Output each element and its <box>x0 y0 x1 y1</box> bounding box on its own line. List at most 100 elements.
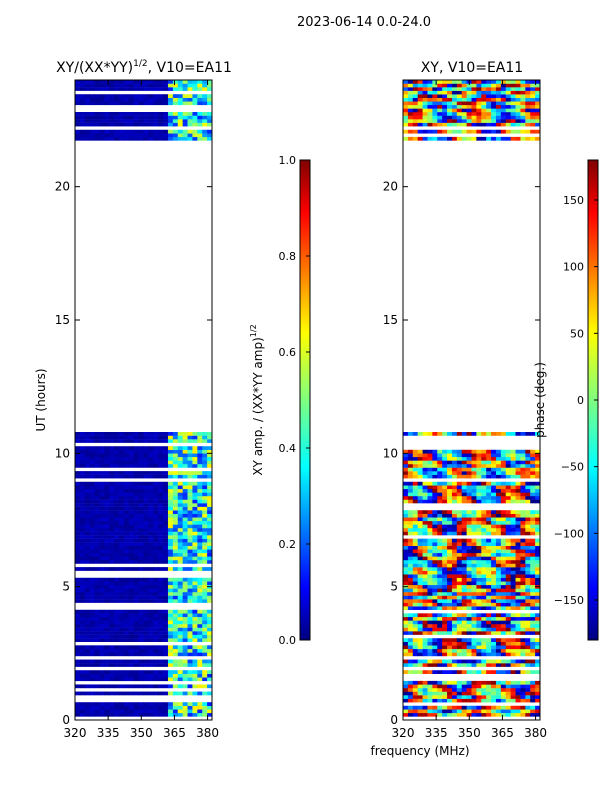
heatmap-cell <box>432 670 438 674</box>
heatmap-cell <box>89 648 95 653</box>
heatmap-cell <box>123 101 130 106</box>
heatmap-cell <box>447 542 453 546</box>
heatmap-cell <box>192 552 198 557</box>
heatmap-cell <box>192 520 198 525</box>
heatmap-cell <box>437 471 443 475</box>
heatmap-cell <box>417 136 423 141</box>
heatmap-cell <box>505 524 512 529</box>
heatmap-cell <box>535 616 540 621</box>
heatmap-cell <box>114 129 120 134</box>
heatmap-cell <box>500 94 507 98</box>
heatmap-cell <box>403 599 409 603</box>
heatmap-cell <box>143 112 149 116</box>
heatmap-cell <box>403 652 409 657</box>
heatmap-cell <box>427 115 433 120</box>
heatmap-cell <box>491 129 497 134</box>
heatmap-cell <box>451 552 458 557</box>
x-tick-label: 350 <box>458 726 481 740</box>
heatmap-cell <box>104 435 110 440</box>
heatmap-cell <box>163 609 169 614</box>
heatmap-cell <box>182 129 188 134</box>
heatmap-cell <box>148 652 154 657</box>
heatmap-cell <box>167 677 174 682</box>
heatmap-cell <box>422 136 428 141</box>
heatmap-cell <box>114 517 120 522</box>
heatmap-cell <box>530 613 536 618</box>
heatmap-cell <box>471 83 477 88</box>
heatmap-cell <box>456 453 463 458</box>
heatmap-cell <box>99 567 105 571</box>
heatmap-cell <box>476 705 482 710</box>
heatmap-cell <box>99 535 105 539</box>
heatmap-cell <box>403 709 409 714</box>
heatmap-cell <box>525 513 531 518</box>
heatmap-cell <box>187 488 193 493</box>
heatmap-cell <box>437 432 443 436</box>
heatmap-cell <box>520 577 526 582</box>
heatmap-cell <box>530 449 536 454</box>
heatmap-cell <box>442 122 448 127</box>
heatmap-cell <box>476 492 482 497</box>
heatmap-cell <box>471 513 477 518</box>
heatmap-cell <box>99 545 105 550</box>
heatmap-cell <box>476 599 482 603</box>
heatmap-cell <box>481 136 487 141</box>
heatmap-cell <box>442 606 448 610</box>
heatmap-cell <box>471 695 477 699</box>
heatmap-cell <box>119 659 125 664</box>
heatmap-cell <box>148 581 154 586</box>
heatmap-cell <box>109 588 115 593</box>
heatmap-cell <box>182 460 188 465</box>
heatmap-cell <box>123 517 130 522</box>
heatmap-cell <box>500 631 507 635</box>
heatmap-cell <box>109 631 115 635</box>
heatmap-cell <box>123 446 130 450</box>
heatmap-cell <box>535 659 540 664</box>
heatmap-cell <box>109 560 115 564</box>
heatmap-cell <box>495 560 502 564</box>
heatmap-cell <box>133 112 139 116</box>
heatmap-cell <box>505 453 512 458</box>
heatmap-cell <box>432 453 438 458</box>
heatmap-cell <box>530 485 536 490</box>
heatmap-cell <box>128 545 135 550</box>
heatmap-cell <box>79 94 86 98</box>
heatmap-cell <box>525 136 531 141</box>
heatmap-cell <box>109 481 115 486</box>
heatmap-cell <box>461 620 467 625</box>
heatmap-cell <box>471 698 477 703</box>
heatmap-cell <box>437 560 443 564</box>
heatmap-cell <box>461 705 467 710</box>
heatmap-cell <box>172 538 179 543</box>
heatmap-cell <box>530 691 536 696</box>
heatmap-cell <box>94 119 100 123</box>
heatmap-cell <box>148 506 154 511</box>
heatmap-cell <box>79 673 86 678</box>
heatmap-cell <box>104 588 110 593</box>
heatmap-cell <box>177 545 184 550</box>
heatmap-cell <box>104 460 110 465</box>
heatmap-cell <box>417 556 423 561</box>
heatmap-cell <box>447 584 453 589</box>
heatmap-cell <box>143 524 149 529</box>
heatmap-cell <box>403 460 409 465</box>
heatmap-cell <box>109 645 115 650</box>
heatmap-cell <box>456 499 463 504</box>
heatmap-cell <box>192 446 198 450</box>
heatmap-cell <box>520 595 526 600</box>
heatmap-cell <box>520 584 526 589</box>
heatmap-cell <box>119 624 125 628</box>
heatmap-cell <box>461 471 467 475</box>
heatmap-cell <box>520 592 526 596</box>
heatmap-cell <box>148 87 154 91</box>
heatmap-cell <box>167 652 174 657</box>
heatmap-cell <box>192 129 198 134</box>
heatmap-cell <box>520 560 526 564</box>
heatmap-cell <box>476 595 482 600</box>
heatmap-cell <box>172 691 179 696</box>
heatmap-cell <box>99 631 105 635</box>
heatmap-cell <box>451 663 458 667</box>
heatmap-cell <box>535 652 540 657</box>
heatmap-cell <box>158 471 164 475</box>
heatmap-cell <box>197 528 203 532</box>
